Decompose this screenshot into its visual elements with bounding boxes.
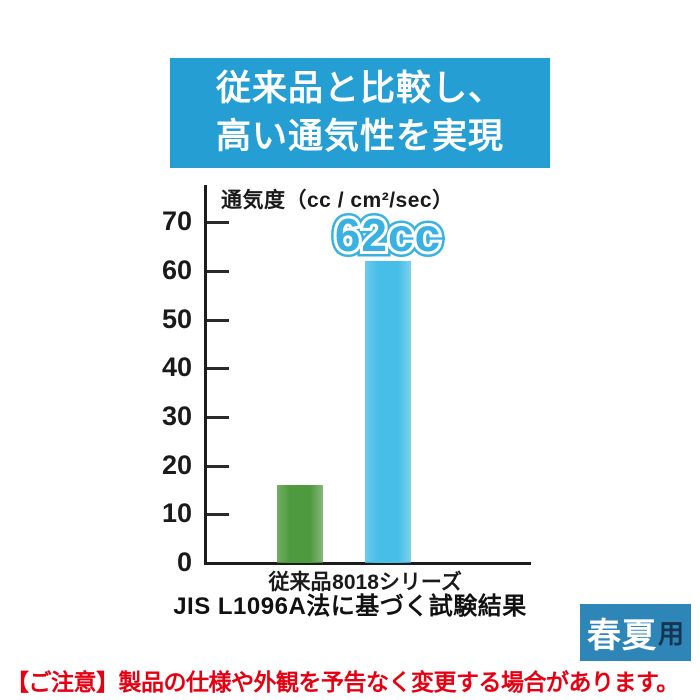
chart-caption: JIS L1096A法に基づく試験結果	[173, 593, 527, 620]
value-annotation-halo: 62cc	[332, 207, 443, 263]
bar-8018シリーズ	[365, 261, 411, 563]
value-annotation: 62cc 62cc 62cc	[320, 205, 456, 266]
headline-line-1: 従来品と比較し、	[215, 69, 504, 108]
y-tick-label: 50	[161, 303, 192, 334]
y-tick-label: 70	[161, 206, 192, 237]
y-tick-mark	[207, 269, 229, 273]
headline-line-2: 高い通気性を実現	[215, 117, 504, 156]
y-tick-label: 40	[161, 352, 192, 383]
y-axis-line	[204, 185, 207, 565]
y-tick-mark	[207, 513, 229, 517]
season-badge-main: 春夏	[586, 617, 657, 655]
disclaimer-notice: 【ご注意】製品の仕様や外観を予告なく変更する場合があります。	[6, 669, 679, 695]
bar-従来品	[277, 485, 323, 563]
y-tick-label: 20	[161, 449, 192, 480]
value-annotation-outline: 62cc	[329, 205, 445, 266]
y-tick-label: 10	[161, 498, 192, 529]
y-tick-label: 30	[161, 400, 192, 431]
y-tick-label: 0	[176, 547, 192, 577]
x-axis-line	[204, 562, 531, 565]
season-badge: 春夏 用	[580, 604, 691, 661]
value-annotation-text: 62cc	[334, 209, 442, 261]
y-tick-mark	[207, 415, 229, 419]
season-badge-suffix: 用	[657, 619, 684, 649]
y-tick-mark	[207, 221, 229, 225]
y-tick-mark	[207, 318, 229, 322]
headline-banner: 従来品と比較し、 高い通気性を実現	[170, 58, 550, 168]
x-category-label: 8018シリーズ	[332, 571, 462, 594]
x-category-label: 従来品	[268, 571, 332, 594]
y-tick-mark	[207, 367, 229, 371]
y-axis-title: 通気度（cc / cm²/sec）	[221, 189, 454, 212]
y-tick-mark	[207, 464, 229, 468]
y-tick-label: 60	[161, 254, 192, 285]
